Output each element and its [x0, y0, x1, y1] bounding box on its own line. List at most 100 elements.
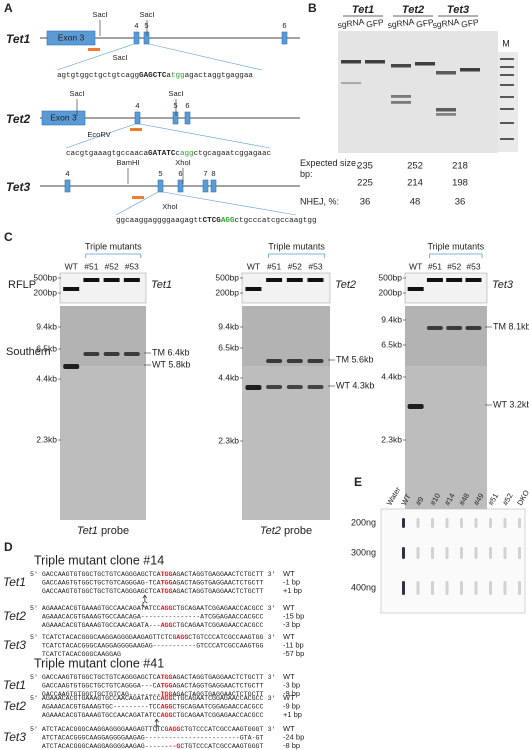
gel-band — [391, 64, 411, 68]
text-segment: TCATCTACACGGGCAAGGAGGGGAAGAGTTCTCG — [42, 634, 177, 641]
pam: --G — [169, 743, 181, 750]
strand-end: 3' — [268, 726, 276, 733]
strand-end: 3' — [268, 634, 276, 641]
sequence-row: ATCTACACGGGCAAGGAGGGGAAGAG--------------… — [42, 734, 264, 741]
size-marker: 500bp — [378, 272, 402, 282]
lane-label: GFP — [416, 17, 435, 29]
text-segment: CTGTCCCATCGCCAAGTGG — [188, 634, 263, 641]
size-marker: 9.4kb — [381, 314, 402, 324]
text-segment: CTGTCCCATCGCCAAGTGGGT — [180, 726, 263, 733]
gel-band — [436, 71, 456, 75]
clone-title: Triple mutant clone #14 — [34, 553, 164, 567]
lane-label: GFP — [461, 17, 480, 29]
gel-band — [391, 101, 411, 104]
gel-marker-lane — [498, 52, 518, 152]
panel-label: B — [308, 1, 317, 15]
blot-band — [266, 385, 283, 389]
sequence-row: AGAAACACGTGAAAGTGCCAACAGATATCCAGGCTGCAGA… — [42, 695, 264, 702]
mutation-note: -3 bp — [283, 681, 300, 690]
gel-band — [341, 82, 361, 85]
southern-shade — [242, 306, 330, 366]
gel-band — [83, 278, 100, 282]
strand-end: 5' — [30, 726, 38, 733]
text-segment: ctgcagaatcggagaac — [194, 150, 271, 158]
probe-word: probe — [101, 525, 129, 537]
sgrna-target — [88, 48, 100, 51]
dot — [445, 518, 449, 528]
gene-name: Tet2 — [260, 525, 281, 537]
size-marker: 9.4kb — [36, 321, 57, 331]
panel-label: C — [4, 230, 13, 244]
band-label: WT 4.3kb — [336, 380, 374, 390]
strand-end: 3' — [268, 674, 276, 681]
gene-name: Tet2 — [6, 112, 31, 126]
gel-band — [436, 108, 456, 112]
zoom-line — [162, 191, 297, 216]
expected-size-label: Expected size, bp: — [300, 158, 359, 179]
lane-label: GFP — [366, 17, 385, 29]
sequence-row: ATCTACACGGGCAAGGAGGGGAAGAGTTCTCGAGGCTGTC… — [42, 726, 264, 733]
probe-label: Tet2 probe — [260, 525, 312, 537]
dot — [474, 547, 478, 559]
restriction-site: SacI — [168, 89, 183, 98]
strand-end: 3' — [268, 695, 276, 702]
gel-image — [338, 31, 498, 153]
text-segment: TCATCTACACGGGCAAGGAG — [42, 651, 121, 658]
exon-number: 5 — [144, 21, 148, 30]
lane-label: WT — [65, 261, 78, 271]
blot-band — [446, 326, 463, 330]
sequence-row: AGAAACACGTGAAAGTGCCAACAGATATCCAGGCTGCAGA… — [42, 605, 264, 612]
dot — [503, 547, 507, 559]
lane-label: #52 — [288, 261, 302, 271]
gel-band — [436, 113, 456, 116]
gene-name: Tet1 — [352, 4, 374, 16]
zoom-line — [56, 43, 135, 71]
row-label: Southern — [6, 346, 51, 358]
probe-word: probe — [284, 525, 312, 537]
band-label: TM 6.4kb — [152, 347, 190, 357]
gene-name: Tet3 — [6, 180, 31, 194]
blot-band — [426, 326, 443, 330]
mutation-note: WT — [283, 569, 295, 578]
gel-band — [286, 278, 303, 282]
gene-name: Tet3 — [3, 730, 26, 744]
mutation-note: WT — [283, 693, 295, 702]
restriction-site: SacI — [139, 10, 154, 19]
nhej-label: NHEJ, %: — [300, 196, 339, 206]
dot — [518, 518, 521, 528]
dot — [503, 518, 507, 528]
group-label: Triple mutants — [85, 241, 142, 251]
sequence-row: GACCAAGTGTGGCTGCTGTCAGGGAG-TCATGGAGACTAG… — [42, 579, 264, 586]
gel-band — [341, 60, 361, 64]
pam: AGG — [161, 605, 173, 612]
dot — [489, 518, 492, 528]
text-segment: AGAAACACGTGAAAGTGC---------TCC — [42, 703, 161, 710]
text-segment: GACCAAGTGTGGCTGCTGTCAGGGAGCTCA — [42, 588, 161, 595]
exon — [41, 110, 86, 126]
dot — [402, 581, 405, 595]
ladder-band — [500, 138, 514, 140]
strand-end: 5' — [30, 634, 38, 641]
lane-label: #52 — [501, 492, 515, 507]
exon — [172, 111, 179, 125]
blot-band — [307, 385, 324, 389]
restriction-site: XhoI — [162, 202, 177, 211]
dot — [431, 518, 434, 528]
gene-name: Tet3 — [447, 4, 469, 16]
pam: TGG — [161, 579, 173, 586]
gene-name: Tet1 — [151, 279, 172, 291]
amount-label: 200ng — [351, 517, 376, 527]
size-marker: 4.4kb — [36, 373, 57, 383]
sequence-row: GACCAAGTGTGGCTGCTGTCAGGGA---CATGGAGACTAG… — [42, 682, 264, 689]
strand-end: 3' — [268, 605, 276, 612]
strand-end: 5' — [30, 571, 38, 578]
restriction-site: SacI — [92, 10, 107, 19]
text-segment: agtgtggctgctgtcagg — [57, 72, 139, 80]
pam: AGG — [161, 622, 173, 629]
exon — [64, 179, 71, 193]
text-segment: GACCAAGTGTGGCTGCTGTCAG-------- — [42, 691, 161, 698]
text-segment: ATCTACACGGGCAAGGAGGGGAAGAGTTCTCG — [42, 726, 169, 733]
dot — [431, 547, 434, 559]
size-marker: 500bp — [215, 272, 239, 282]
southern-shade — [60, 306, 146, 366]
